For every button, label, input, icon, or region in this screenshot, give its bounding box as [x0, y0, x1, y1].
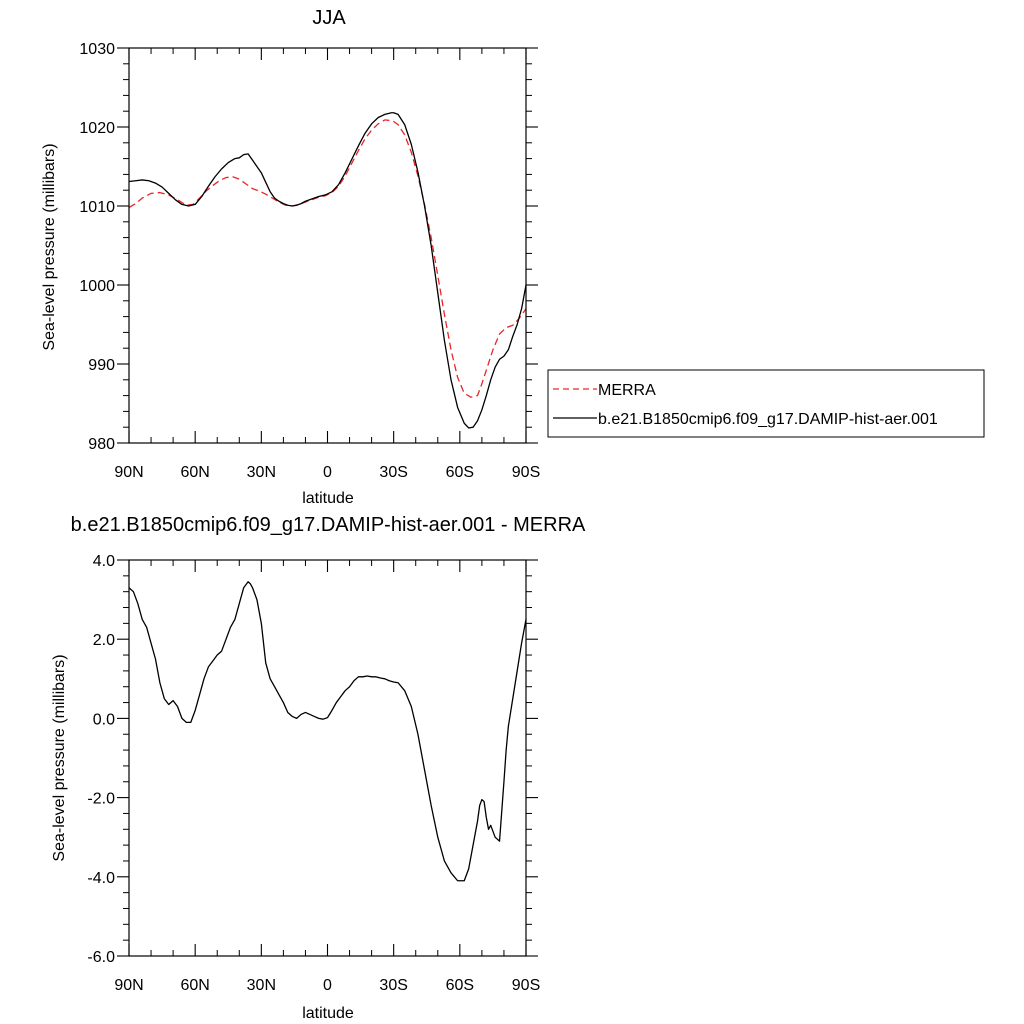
legend: MERRA b.e21.B1850cmip6.f09_g17.DAMIP-his… [547, 369, 985, 438]
top-panel-y-tick-label: 1010 [79, 199, 115, 216]
bottom-panel-x-tick-label: 90S [512, 977, 540, 994]
top-panel-y-tick-label: 1020 [79, 120, 115, 137]
top-panel-y-tick-label: 1000 [79, 278, 115, 295]
bottom-panel-y-axis-label: Sea-level pressure (millibars) [51, 654, 68, 861]
top-panel-x-axis-label: latitude [302, 490, 354, 507]
bottom-panel-y-tick-label: -4.0 [87, 870, 115, 887]
top-panel-x-tick-label: 0 [323, 464, 332, 481]
bottom-panel-title: b.e21.B1850cmip6.f09_g17.DAMIP-hist-aer.… [71, 514, 586, 536]
top-panel-y-tick-label: 1030 [79, 41, 115, 58]
bottom-panel-series [128, 581, 527, 882]
top-panel-y-tick-label: 980 [88, 436, 115, 453]
top-panel-x-tick-label: 90N [114, 464, 143, 481]
bottom-panel-y-tick-label: -6.0 [87, 949, 115, 966]
bottom-panel-y-tick-label: 4.0 [93, 553, 115, 570]
top-panel-ticks: 90N 60N 30N 0 30S 60S 90S 980 990 1000 1010 1020 103… [79, 41, 540, 481]
bottom-panel-x-tick-label: 30S [379, 977, 407, 994]
bottom-panel-frame [128, 559, 527, 957]
bottom-panel-x-tick-label: 30N [247, 977, 276, 994]
top-panel-x-tick-label: 30N [247, 464, 276, 481]
bottom-panel-y-tick-label: -2.0 [87, 791, 115, 808]
bottom-panel: b.e21.B1850cmip6.f09_g17.DAMIP-hist-aer.… [51, 514, 586, 1022]
top-panel-y-tick-label: 990 [88, 357, 115, 374]
top-panel-series-line-merra [128, 119, 527, 398]
bottom-panel-x-tick-label: 60N [180, 977, 209, 994]
legend-label-merra: MERRA [598, 382, 656, 399]
legend-box [547, 369, 985, 438]
top-panel-x-tick-label: 30S [379, 464, 407, 481]
top-panel-y-axis-label: Sea-level pressure (millibars) [41, 143, 58, 350]
bottom-panel-y-tick-label: 0.0 [93, 711, 115, 728]
bottom-panel-x-tick-label: 90N [114, 977, 143, 994]
bottom-panel-x-tick-label: 60S [446, 977, 474, 994]
bottom-panel-x-axis-label: latitude [302, 1005, 354, 1022]
bottom-panel-ticks: 90N 60N 30N 0 30S 60S 90S -6.0 -4.0 -2.0 0.0 2.0 4.0 [87, 553, 540, 994]
bottom-panel-x-tick-label: 0 [323, 977, 332, 994]
top-panel-series [128, 112, 527, 429]
top-panel-frame [128, 47, 527, 444]
top-panel-series-line-model [128, 112, 527, 429]
top-panel-x-tick-label: 60N [180, 464, 209, 481]
bottom-panel-y-tick-label: 2.0 [93, 632, 115, 649]
bottom-panel-series-line-difference [128, 581, 527, 882]
legend-label-model: b.e21.B1850cmip6.f09_g17.DAMIP-hist-aer.… [598, 411, 938, 428]
top-panel: JJA Sea-level pressure (millibars) latit… [41, 7, 985, 507]
top-panel-x-tick-label: 90S [512, 464, 540, 481]
top-panel-title: JJA [312, 7, 346, 29]
top-panel-x-tick-label: 60S [446, 464, 474, 481]
